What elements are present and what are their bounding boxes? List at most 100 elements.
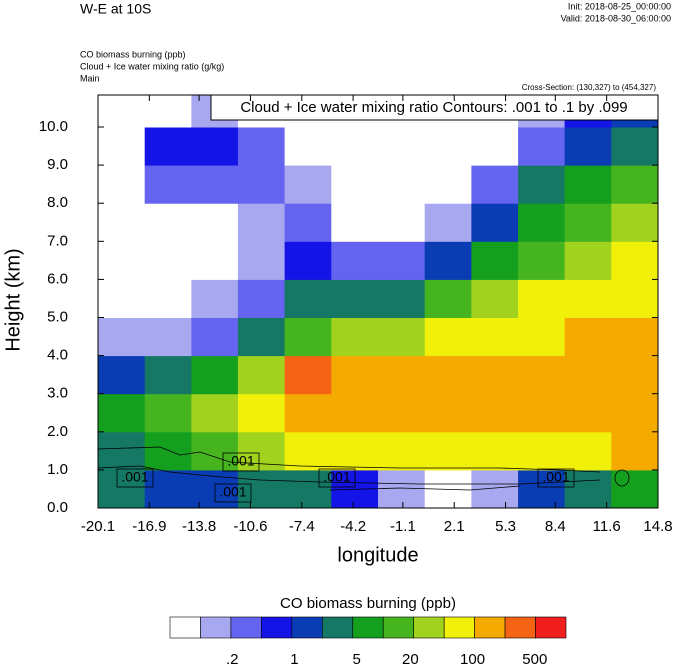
- contour-label: .001: [227, 453, 254, 469]
- cell: [518, 355, 566, 395]
- y-tick-label: 6.0: [47, 270, 68, 287]
- cell: [611, 317, 659, 357]
- colorbar-label: 5: [353, 651, 361, 667]
- cell: [471, 279, 519, 319]
- colorbar-box: [443, 616, 475, 639]
- colorbar-box: [535, 616, 567, 639]
- colorbar-title: CO biomass burning (ppb): [280, 595, 456, 612]
- cell: [144, 165, 192, 204]
- cell: [378, 469, 426, 509]
- contour-label-box: [222, 452, 260, 472]
- x-tick-label: -20.1: [81, 518, 115, 535]
- cell: [518, 127, 566, 166]
- cell: [471, 203, 519, 242]
- cell: [331, 203, 379, 242]
- cell: [191, 203, 239, 242]
- cell: [98, 355, 146, 395]
- cell: [191, 355, 239, 395]
- cell: [284, 203, 332, 242]
- cross-section: Cross-Section: (130,327) to (454,327): [522, 83, 657, 92]
- colorbar-box: [474, 616, 506, 639]
- cell: [611, 355, 659, 395]
- cell: [98, 165, 146, 204]
- cell: [331, 127, 379, 166]
- cell: [518, 241, 566, 280]
- cell: [284, 431, 332, 471]
- cell: [144, 469, 192, 509]
- cell: [98, 469, 146, 509]
- cell: [284, 393, 332, 433]
- colorbar-box: [382, 616, 414, 639]
- cell: [564, 241, 612, 280]
- x-tick-label: 14.8: [643, 518, 672, 535]
- x-axis-label: longitude: [337, 544, 418, 566]
- cell: [378, 355, 426, 395]
- cell: [98, 241, 146, 280]
- cell: [424, 431, 472, 471]
- cell: [424, 355, 472, 395]
- colorbar-box: [230, 616, 262, 639]
- cell: [564, 355, 612, 395]
- cell: [378, 317, 426, 357]
- y-tick-label: 3.0: [47, 385, 68, 402]
- cell: [237, 165, 286, 204]
- cell: [378, 279, 426, 319]
- contour-line: [97, 446, 601, 473]
- cell: [237, 279, 286, 319]
- colorbar-label: 20: [402, 651, 419, 667]
- colorbar-box: [504, 616, 536, 639]
- y-tick-label: 1.0: [47, 461, 68, 478]
- y-tick-label: 7.0: [47, 232, 68, 249]
- cell: [237, 355, 286, 395]
- cell: [284, 317, 332, 357]
- cell: [284, 355, 332, 395]
- page-title: W-E at 10S: [80, 1, 151, 17]
- cell: [471, 241, 519, 280]
- cell: [518, 279, 566, 319]
- cell: [611, 469, 659, 509]
- cell: [237, 241, 286, 280]
- contour-lines: [97, 446, 630, 491]
- field-name: Cloud + Ice water mixing ratio (g/kg): [80, 61, 224, 71]
- cell: [191, 279, 239, 319]
- cell: [144, 431, 192, 471]
- colorbar-box: [200, 616, 232, 639]
- colorbar-label: .2: [226, 651, 239, 667]
- cell: [424, 165, 472, 204]
- cell: [471, 165, 519, 204]
- cell: [424, 317, 472, 357]
- cell: [611, 279, 659, 319]
- cell: [424, 203, 472, 242]
- field-name: CO biomass burning (ppb): [80, 49, 186, 59]
- x-tick-label: -1.1: [390, 518, 416, 535]
- init-time: Init: 2018-08-25_00:00:00: [568, 1, 671, 11]
- cell: [331, 393, 379, 433]
- contour-label: .001: [121, 469, 148, 485]
- cell: [471, 355, 519, 395]
- cell: [191, 127, 239, 166]
- cell: [98, 279, 146, 319]
- cell: [331, 241, 379, 280]
- colorbar-label: 500: [522, 651, 547, 667]
- y-tick-label: 2.0: [47, 423, 68, 440]
- cell: [518, 317, 566, 357]
- cell: [191, 317, 239, 357]
- cell: [144, 241, 192, 280]
- cell: [564, 203, 612, 242]
- cell: [98, 431, 146, 471]
- cell: [378, 203, 426, 242]
- contour-label: .001: [219, 484, 246, 500]
- cell: [611, 431, 659, 471]
- cell: [237, 393, 286, 433]
- cell: [237, 127, 286, 166]
- cell: [378, 393, 426, 433]
- x-tick-label: 5.3: [495, 518, 516, 535]
- cell: [144, 317, 192, 357]
- x-tick-label: -4.2: [340, 518, 366, 535]
- cell: [424, 279, 472, 319]
- cell: [564, 165, 612, 204]
- colorbar-box: [413, 616, 445, 639]
- cell: [564, 279, 612, 319]
- cell: [471, 393, 519, 433]
- contour-line: [97, 465, 601, 485]
